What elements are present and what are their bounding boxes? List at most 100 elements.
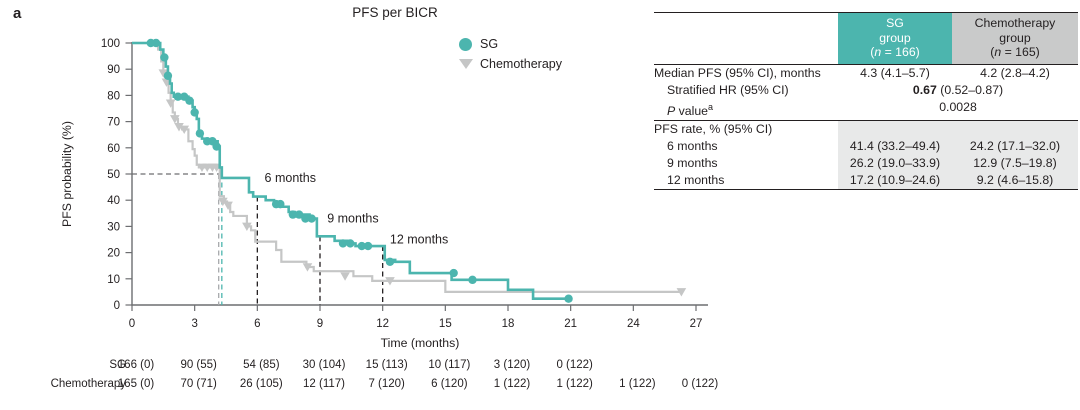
sg-circle-marker-icon	[459, 37, 472, 51]
at-risk-value: 12 (117)	[303, 378, 345, 390]
svg-text:80: 80	[107, 90, 120, 102]
legend-item-chemotherapy: Chemotherapy	[458, 56, 562, 72]
censor-circle-marker	[288, 210, 298, 219]
reference-lines	[132, 173, 384, 305]
table-header-chemotherapy-group: Chemotherapy group (n = 165)	[952, 13, 1078, 64]
censor-triangle-marker	[218, 197, 228, 207]
svg-text:50: 50	[107, 169, 120, 181]
svg-text:24: 24	[627, 318, 640, 330]
table-header-rule	[654, 63, 1078, 65]
censor-triangle-marker	[179, 125, 190, 135]
chart-title: PFS per BICR	[352, 5, 438, 20]
censor-triangle-marker	[165, 99, 176, 108]
censor-circle-marker	[385, 257, 395, 266]
median-pfs-chemo-value: 4.2 (2.8–4.2)	[980, 65, 1050, 80]
censor-triangle-marker	[242, 222, 252, 231]
censor-circle-marker	[294, 210, 304, 219]
svg-text:0: 0	[129, 318, 135, 330]
svg-text:0: 0	[114, 300, 120, 312]
rate-12-months-chemo-value: 9.2 (4.6–15.8)	[952, 171, 1078, 189]
censor-circle-marker	[346, 239, 355, 248]
pfs-rate-section-spacer	[838, 120, 1078, 138]
rate-6-months-chemo-value: 24.2 (17.1–32.0)	[952, 137, 1078, 155]
table-top-rule	[654, 12, 1078, 13]
rate-12-months-label: 12 months	[667, 172, 725, 187]
landmark-annotation: 9 months	[327, 211, 378, 225]
svg-text:60: 60	[107, 143, 120, 155]
at-risk-value: 90 (55)	[180, 359, 217, 371]
panel-label: a	[13, 5, 22, 22]
svg-text:21: 21	[564, 318, 577, 330]
at-risk-row-label: SG	[109, 359, 126, 371]
at-risk-value: 0 (122)	[682, 378, 719, 390]
landmark-annotation: 6 months	[265, 171, 316, 185]
svg-text:10: 10	[107, 274, 120, 286]
censor-circle-marker	[160, 53, 169, 62]
median-pfs-sg-value: 4.3 (4.1–5.7)	[860, 65, 930, 80]
svg-text:12: 12	[376, 318, 389, 330]
censor-circle-marker	[338, 239, 348, 248]
svg-text:90: 90	[107, 64, 120, 76]
censor-circle-marker	[468, 275, 477, 285]
stratified-hr-label: Stratified HR (95% CI)	[667, 82, 789, 97]
table-mid-rule	[654, 119, 1078, 121]
km-plot: 0 10 20 30 40 50 60 70 80 90 100 0 3 6 9 12 15 18 21 24 27 Ti…	[51, 38, 719, 390]
svg-text:18: 18	[502, 318, 515, 330]
table-row-median-pfs: Median PFS (95% CI), months 4.3 (4.1–5.7…	[654, 65, 1078, 82]
censor-circle-marker	[190, 108, 199, 117]
censor-triangle-marker	[340, 272, 350, 281]
rate-12-months-sg-value: 17.2 (10.9–24.6)	[838, 171, 952, 189]
table-row-rate-6-months: 6 months 41.4 (33.2–49.4) 24.2 (17.1–32.…	[654, 137, 1078, 155]
svg-text:70: 70	[107, 117, 120, 129]
at-risk-value: 1 (122)	[556, 378, 593, 390]
at-risk-value: 0 (122)	[556, 359, 593, 371]
table-row-rate-12-months: 12 months 17.2 (10.9–24.6) 9.2 (4.6–15.8…	[654, 171, 1078, 189]
at-risk-value: 70 (71)	[180, 378, 217, 390]
statistics-table: SG group (n = 166) Chemotherapy group (n…	[654, 12, 1078, 190]
p-value: 0.0028	[939, 99, 977, 114]
censor-circle-marker	[357, 241, 366, 251]
rate-9-months-chemo-value: 12.9 (7.5–19.8)	[952, 154, 1078, 172]
table-header-sg-group: SG group (n = 166)	[838, 13, 952, 64]
censor-circle-marker	[212, 142, 221, 151]
table-header-row: SG group (n = 166) Chemotherapy group (n…	[654, 13, 1078, 64]
at-risk-value: 165 (0)	[118, 378, 155, 390]
at-risk-row-label: Chemotherapy	[51, 378, 127, 390]
svg-text:15: 15	[439, 318, 452, 330]
svg-text:9: 9	[317, 318, 323, 330]
at-risk-value: 30 (104)	[303, 359, 346, 371]
chemotherapy-triangle-marker-icon	[458, 59, 473, 69]
svg-text:27: 27	[690, 318, 703, 330]
svg-text:3: 3	[191, 318, 197, 330]
rate-6-months-sg-value: 41.4 (33.2–49.4)	[838, 137, 952, 155]
censor-circle-marker	[449, 268, 458, 278]
censor-triangle-marker	[385, 277, 395, 286]
y-axis-label: PFS probability (%)	[60, 121, 74, 227]
censor-triangle-marker	[223, 201, 233, 211]
table-row-p-value: P valuea 0.0028	[654, 99, 1078, 120]
svg-text:30: 30	[107, 221, 120, 233]
rate-6-months-label: 6 months	[667, 138, 718, 153]
axes: 0 10 20 30 40 50 60 70 80 90 100 0 3 6 9 12 15 18 21 24 27 Ti…	[60, 38, 708, 350]
censor-triangle-marker	[170, 115, 180, 124]
at-risk-value: 54 (85)	[243, 359, 280, 371]
table-row-stratified-hr: Stratified HR (95% CI) 0.67 (0.52–0.87)	[654, 82, 1078, 99]
pfs-rate-section-label: PFS rate, % (95% CI)	[654, 121, 773, 136]
at-risk-value: 15 (113)	[366, 359, 408, 371]
at-risk-value: 166 (0)	[118, 359, 155, 371]
legend-item-sg: SG	[459, 36, 562, 52]
table-bottom-rule	[654, 188, 1078, 190]
censor-circle-marker	[363, 241, 373, 251]
at-risk-value: 1 (122)	[619, 378, 656, 390]
at-risk-value: 7 (120)	[368, 378, 405, 390]
at-risk-value: 26 (105)	[240, 378, 283, 390]
table-row-rate-9-months: 9 months 26.2 (19.0–33.9) 12.9 (7.5–19.8…	[654, 154, 1078, 172]
plot-legend: SG Chemotherapy	[458, 36, 562, 72]
rate-9-months-sg-value: 26.2 (19.0–33.9)	[838, 154, 952, 172]
p-value-label: P valuea	[667, 101, 714, 118]
censor-circle-marker	[307, 214, 316, 223]
rate-9-months-label: 9 months	[667, 155, 718, 170]
svg-text:40: 40	[107, 195, 120, 207]
series-chemotherapy	[132, 41, 687, 297]
